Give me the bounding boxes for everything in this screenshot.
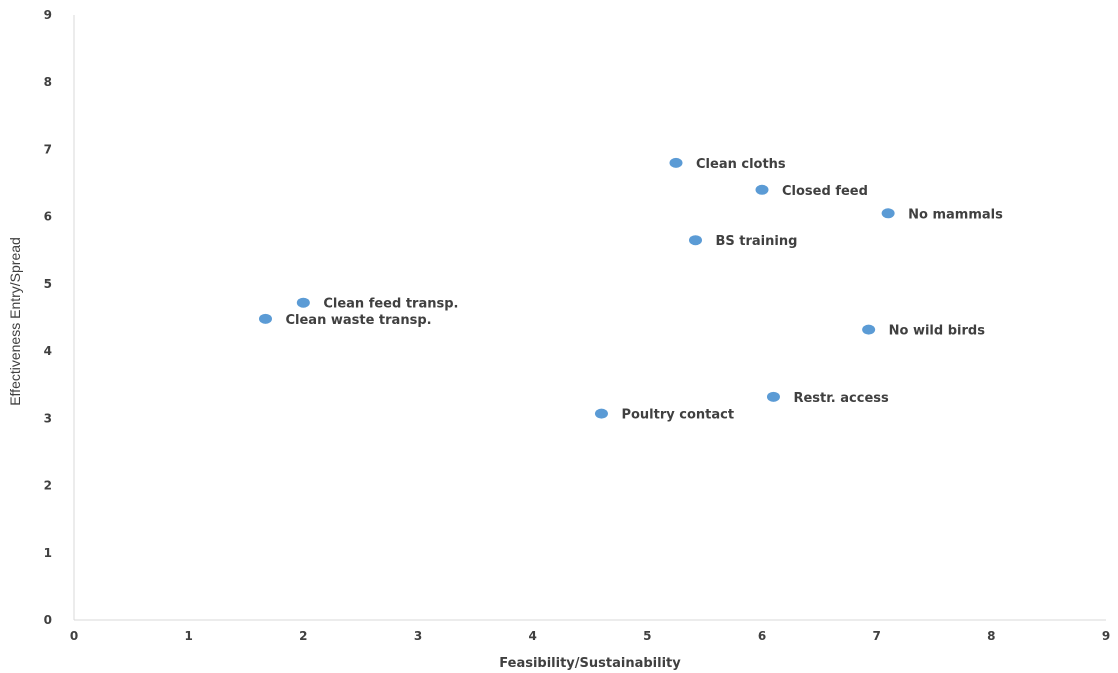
x-tick-label: 2 [299, 629, 307, 643]
data-point-label: Poultry contact [621, 408, 734, 423]
data-point-label: BS training [715, 234, 797, 249]
x-tick-label: 0 [70, 629, 78, 643]
y-tick-label: 8 [44, 75, 52, 89]
tick-labels: 0 1 2 3 4 5 6 7 8 9 0 1 2 3 4 5 6 7 8 9 [44, 8, 1111, 643]
data-point [755, 184, 769, 195]
data-point [881, 208, 895, 219]
y-tick-label: 3 [44, 411, 52, 425]
y-tick-label: 6 [44, 210, 52, 224]
x-tick-label: 6 [758, 629, 766, 643]
data-point-label: Restr. access [793, 391, 889, 406]
data-point-label: No mammals [908, 207, 1003, 222]
axes [73, 15, 1106, 621]
data-point [669, 157, 683, 168]
x-axis-title: Feasibility/Sustainability [499, 656, 681, 671]
data-point-label: Closed feed [782, 184, 868, 199]
y-tick-label: 7 [44, 142, 52, 156]
y-axis-title: Effectiveness Entry/Spread [7, 237, 23, 406]
y-tick-label: 9 [44, 8, 52, 22]
data-point [862, 324, 876, 335]
x-tick-label: 4 [528, 629, 536, 643]
y-tick-label: 1 [44, 546, 52, 560]
data-points [258, 157, 895, 419]
data-point [258, 313, 272, 324]
point-labels: Clean cloths Closed feed No mammals BS trai… [285, 157, 1003, 423]
x-tick-label: 1 [184, 629, 192, 643]
data-point [594, 408, 608, 419]
x-tick-label: 3 [414, 629, 422, 643]
data-point-label: Clean feed transp. [323, 297, 458, 312]
y-tick-label: 5 [44, 277, 52, 291]
data-point-label: Clean waste transp. [285, 313, 431, 328]
y-tick-label: 0 [44, 613, 52, 627]
x-tick-label: 9 [1102, 629, 1110, 643]
data-point [688, 235, 702, 246]
x-tick-label: 8 [987, 629, 995, 643]
y-tick-label: 4 [44, 344, 52, 358]
data-point-label: No wild birds [889, 324, 986, 339]
data-point-label: Clean cloths [696, 157, 786, 172]
x-tick-label: 7 [872, 629, 880, 643]
y-tick-label: 2 [44, 479, 52, 493]
data-point [766, 391, 780, 402]
x-tick-label: 5 [643, 629, 651, 643]
data-point [296, 297, 310, 308]
